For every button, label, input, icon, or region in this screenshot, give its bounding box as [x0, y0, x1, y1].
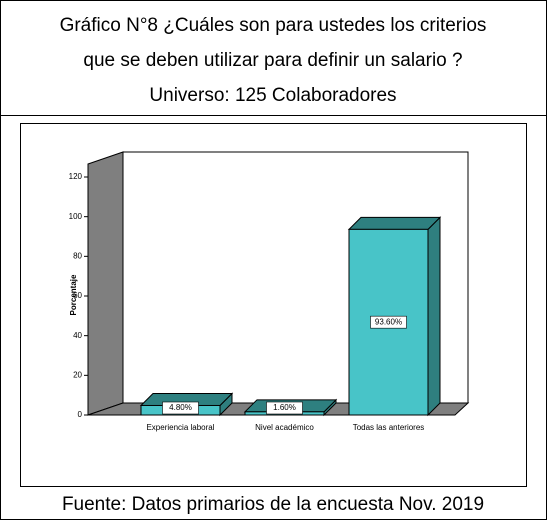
y-tick-label: 80	[73, 251, 82, 260]
y-tick-label: 120	[69, 172, 83, 181]
title-line: que se deben utilizar para definir un sa…	[83, 50, 462, 71]
y-tick-label: 20	[73, 370, 82, 379]
x-tick-label: Nivel académico	[255, 423, 314, 432]
x-tick-label: Todas las anteriores	[353, 423, 425, 432]
bar-top	[347, 216, 442, 230]
source: Fuente: Datos primarios de la encuesta N…	[62, 494, 484, 515]
title-line: Universo: 125 Colaboradores	[149, 85, 396, 106]
value-label: 1.60%	[273, 403, 296, 412]
y-tick-label: 100	[69, 212, 83, 221]
value-label-box	[370, 315, 407, 329]
x-tick-label: Experiencia laboral	[146, 423, 214, 432]
y-axis-title: Porcentaje	[69, 274, 78, 315]
bar-side	[427, 216, 441, 417]
left-wall	[87, 151, 124, 416]
value-label: 4.80%	[169, 403, 192, 412]
y-tick-label: 0	[78, 410, 83, 419]
title-line: Gráfico N°8 ¿Cuáles son para ustedes los…	[60, 15, 487, 36]
value-label-box	[162, 401, 199, 415]
y-tick-label: 60	[73, 291, 82, 300]
y-tick-label: 40	[73, 331, 82, 340]
value-label-box	[266, 401, 303, 415]
value-label: 93.60%	[375, 317, 402, 326]
